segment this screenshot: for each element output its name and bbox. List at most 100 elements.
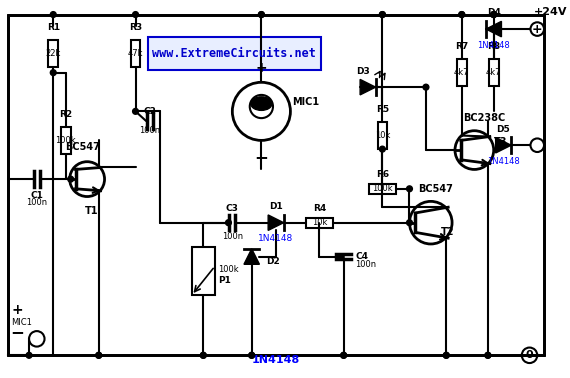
Text: +24V: +24V	[534, 8, 568, 17]
Text: +: +	[11, 303, 23, 317]
Text: MIC1: MIC1	[292, 97, 319, 107]
Text: 100k: 100k	[372, 184, 393, 193]
Text: C4: C4	[355, 252, 368, 261]
Text: 0: 0	[526, 350, 534, 360]
Circle shape	[380, 146, 385, 152]
Circle shape	[201, 352, 206, 358]
Circle shape	[491, 12, 496, 17]
FancyBboxPatch shape	[148, 37, 321, 70]
Text: 10k: 10k	[374, 131, 390, 140]
Circle shape	[201, 352, 206, 358]
Circle shape	[491, 12, 496, 17]
Circle shape	[341, 352, 347, 358]
Text: R3: R3	[129, 23, 142, 32]
Circle shape	[380, 12, 385, 17]
Text: 4k7: 4k7	[454, 68, 470, 77]
Text: 47k: 47k	[128, 49, 143, 58]
Circle shape	[491, 12, 496, 17]
Circle shape	[258, 12, 264, 17]
Circle shape	[459, 12, 465, 17]
Text: −: −	[10, 323, 25, 341]
Text: R8: R8	[487, 42, 500, 51]
Circle shape	[406, 220, 412, 226]
Text: 4k7: 4k7	[486, 68, 502, 77]
Text: BC238C: BC238C	[463, 113, 505, 123]
Text: 100n: 100n	[222, 232, 243, 242]
Text: BC547: BC547	[65, 142, 100, 152]
Polygon shape	[360, 79, 376, 95]
FancyBboxPatch shape	[369, 184, 396, 194]
Polygon shape	[268, 215, 284, 231]
Text: R1: R1	[47, 23, 60, 32]
Text: R7: R7	[455, 42, 469, 51]
Circle shape	[133, 12, 139, 17]
FancyBboxPatch shape	[131, 40, 140, 67]
Circle shape	[249, 352, 255, 358]
Text: C3: C3	[226, 204, 239, 213]
Text: D2: D2	[266, 257, 280, 266]
Circle shape	[249, 352, 255, 358]
Circle shape	[406, 186, 412, 192]
Text: C2: C2	[144, 107, 157, 116]
Circle shape	[341, 352, 347, 358]
Text: C1: C1	[30, 191, 43, 200]
Text: +: +	[255, 60, 267, 74]
Text: T3: T3	[494, 137, 507, 147]
Circle shape	[380, 12, 385, 17]
Circle shape	[485, 352, 491, 358]
Text: P1: P1	[218, 276, 231, 285]
Text: 1N4148: 1N4148	[252, 355, 300, 365]
Polygon shape	[244, 249, 259, 264]
Text: D5: D5	[496, 125, 510, 133]
Text: 100n: 100n	[26, 198, 47, 208]
Circle shape	[443, 352, 449, 358]
FancyBboxPatch shape	[377, 122, 387, 149]
Text: R6: R6	[376, 170, 389, 179]
Circle shape	[273, 220, 279, 226]
Text: D1: D1	[269, 202, 283, 211]
Text: 100n: 100n	[355, 260, 376, 269]
Circle shape	[50, 70, 56, 76]
FancyBboxPatch shape	[489, 59, 499, 86]
Text: MIC1: MIC1	[11, 318, 32, 327]
Circle shape	[258, 12, 264, 17]
Text: T1: T1	[85, 206, 99, 216]
Circle shape	[423, 84, 429, 90]
FancyBboxPatch shape	[306, 218, 333, 228]
Circle shape	[68, 176, 74, 182]
Text: +: +	[532, 23, 543, 36]
FancyBboxPatch shape	[61, 127, 71, 154]
Text: 100n: 100n	[140, 126, 161, 135]
Circle shape	[133, 108, 139, 114]
Text: 1N4148: 1N4148	[477, 41, 510, 50]
Ellipse shape	[251, 97, 272, 110]
Text: R2: R2	[59, 110, 72, 119]
Text: T2: T2	[441, 227, 454, 237]
Circle shape	[50, 12, 56, 17]
Text: 100k: 100k	[55, 136, 76, 145]
Polygon shape	[486, 21, 502, 37]
Text: www.ExtremeCircuits.net: www.ExtremeCircuits.net	[152, 47, 316, 60]
Circle shape	[96, 352, 101, 358]
Circle shape	[96, 352, 101, 358]
Polygon shape	[496, 138, 511, 153]
Text: D3: D3	[356, 67, 370, 76]
Circle shape	[443, 352, 449, 358]
Circle shape	[26, 352, 32, 358]
FancyBboxPatch shape	[48, 40, 58, 67]
Text: D4: D4	[487, 8, 500, 17]
Text: −: −	[254, 148, 268, 166]
FancyBboxPatch shape	[457, 59, 467, 86]
Circle shape	[459, 12, 465, 17]
Circle shape	[226, 220, 231, 226]
Text: 10k: 10k	[312, 218, 327, 227]
Text: 100k: 100k	[218, 265, 238, 274]
Circle shape	[485, 352, 491, 358]
Text: BC547: BC547	[418, 184, 453, 194]
Text: 1N4148: 1N4148	[258, 234, 294, 243]
Text: 22k: 22k	[46, 49, 61, 58]
Text: R4: R4	[313, 204, 326, 213]
FancyBboxPatch shape	[192, 247, 215, 295]
Text: R5: R5	[376, 105, 389, 114]
Text: 1N4148: 1N4148	[487, 157, 520, 166]
